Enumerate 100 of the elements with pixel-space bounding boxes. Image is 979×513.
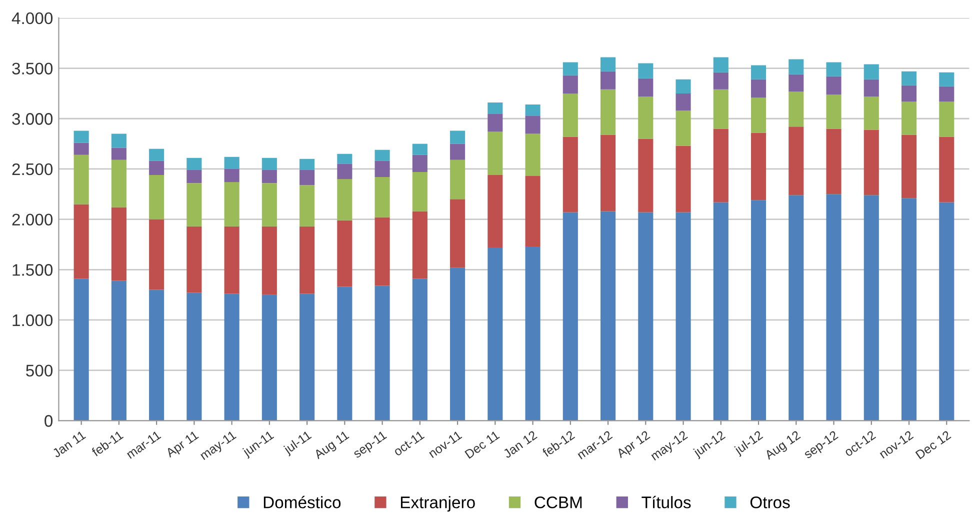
x-tick-label: Apr 12 [616,430,652,460]
legend-label: CCBM [534,496,582,508]
bar [262,170,277,184]
bar [300,158,315,170]
bar [788,126,804,196]
bar [186,292,202,421]
bar [713,202,728,421]
bar [224,226,240,294]
bar [525,104,540,116]
bar [149,175,164,220]
bar [713,72,728,90]
bar [337,154,352,164]
bar [337,179,352,220]
bar [788,59,804,74]
y-tick-label: 4.000 [12,12,53,24]
bar [412,144,428,155]
bar [600,89,616,135]
x-tick-label: Apr 11 [165,430,200,460]
bar [751,65,766,80]
bar [901,198,917,421]
y-tick-label: 3.500 [12,62,53,74]
bar [751,200,766,421]
y-tick-label: 2.000 [12,214,53,226]
bar [374,150,390,161]
bar [374,160,390,178]
y-tick-label: 2.500 [12,163,53,176]
y-tick-label: 1.500 [12,264,53,276]
bar [864,64,879,80]
bar [713,89,728,129]
bar [826,62,842,76]
bar [224,168,240,182]
bar [337,164,352,180]
bar [412,172,428,212]
bar [337,220,352,287]
x-tick-label: Jan 11 [52,430,86,458]
bar [676,212,691,421]
bar [939,136,954,202]
bar [600,57,616,72]
bar [826,128,842,194]
bar [864,195,879,421]
bar [788,74,804,92]
bar [939,202,954,421]
bar [525,246,540,421]
bar [864,96,879,130]
bar [224,156,240,169]
bar [337,286,352,421]
legend-label: Otros [750,496,790,508]
legend-label: Doméstico [264,496,341,508]
bar [562,136,578,212]
bar [74,130,89,143]
bar [939,72,954,86]
bar [300,226,315,294]
bar [374,217,390,286]
bar [374,177,390,218]
bar [262,158,277,170]
bar [450,199,466,268]
bar [412,211,428,279]
x-tick-label: Dec 11 [464,430,500,459]
bar [901,85,917,102]
bar [901,102,917,135]
bar [450,144,466,160]
bar [562,93,578,137]
bar [149,219,164,290]
bar [901,71,917,86]
bar [262,183,277,226]
bar [525,134,540,176]
bar [600,71,616,90]
bar [224,294,240,421]
bar [488,114,503,132]
bar [676,146,691,212]
x-tick-label: Aug 12 [764,430,802,462]
bar [826,94,842,129]
bar [676,110,691,146]
y-tick-label: 0 [44,415,53,427]
bar [450,130,466,144]
bar [676,79,691,94]
bar [111,207,126,281]
bar [751,79,766,98]
bar [713,57,728,72]
bar [488,175,503,248]
bar [149,160,164,176]
bar [638,78,654,96]
bar [186,183,202,226]
bar [300,294,315,421]
bar [488,247,503,421]
bar [450,268,466,421]
bar [450,160,466,200]
bar [638,212,654,421]
bar [939,102,954,137]
bar [939,86,954,102]
bar [149,148,164,161]
bar [186,170,202,184]
x-tick-label: Jan 12 [502,430,538,459]
bar [676,93,691,111]
bar [788,195,804,421]
bar [374,286,390,421]
bar [111,148,126,160]
bar [488,132,503,176]
bar [826,76,842,94]
bar [525,176,540,246]
